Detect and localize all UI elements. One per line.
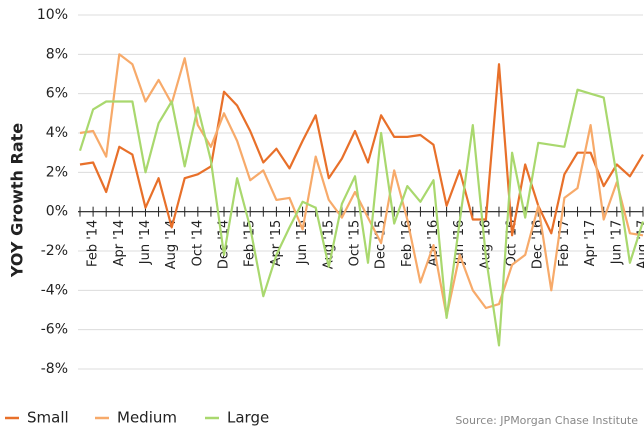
series-line — [79, 53, 644, 317]
x-tick-label: Apr '15 — [269, 220, 284, 267]
legend-label: Medium — [117, 409, 177, 427]
x-tick-label: Oct '15 — [347, 220, 362, 267]
legend-label: Large — [227, 409, 269, 427]
x-tick-label: Feb '14 — [86, 220, 101, 267]
x-tick-label: Aug '15 — [321, 220, 336, 270]
y-tick-label: -8% — [41, 361, 68, 377]
y-tick-label: 4% — [46, 125, 68, 141]
x-tick-label: Feb '15 — [243, 220, 258, 267]
y-tick-label: 10% — [37, 7, 68, 23]
series-line — [79, 63, 644, 237]
x-tick-label: Oct '14 — [190, 220, 205, 267]
y-axis-title: YOY Growth Rate — [8, 123, 27, 278]
y-tick-label: 6% — [46, 86, 68, 102]
source: Source: JPMorgan Chase Institute — [455, 414, 638, 427]
x-tick-label: Aug '17 — [636, 220, 644, 270]
legend-label: Small — [27, 409, 69, 427]
y-tick-label: -4% — [41, 282, 68, 298]
y-tick-label: -6% — [41, 322, 68, 338]
x-tick-label: Feb '17 — [557, 220, 572, 267]
y-tick-label: 2% — [46, 164, 68, 180]
x-tick-label: Aug '16 — [478, 220, 493, 270]
y-tick-label: -2% — [41, 243, 68, 259]
series-line — [78, 88, 644, 347]
x-tick-label: Jun '15 — [295, 220, 310, 266]
x-tick-label: Aug '14 — [164, 220, 179, 270]
x-tick-label: Feb '16 — [400, 220, 415, 267]
x-tick-label: Dec '15 — [374, 220, 389, 269]
y-tick-label: 0% — [46, 204, 68, 220]
x-tick-label: Apr '14 — [112, 220, 127, 267]
y-tick-label: 8% — [46, 46, 68, 62]
x-tick-label: Oct '16 — [505, 220, 520, 267]
x-tick-label: Jun '17 — [609, 220, 624, 266]
x-tick-label: Jun '14 — [138, 220, 153, 266]
x-tick-label: Apr '17 — [583, 220, 598, 267]
